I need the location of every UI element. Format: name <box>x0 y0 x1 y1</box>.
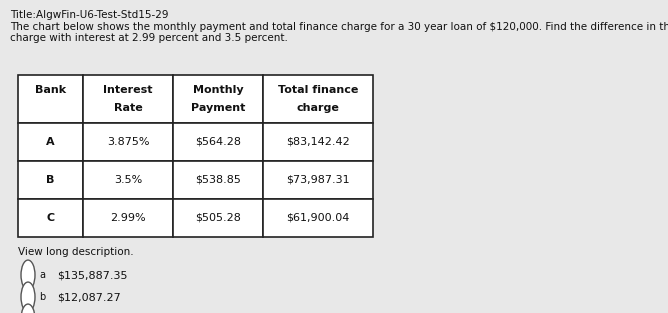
Bar <box>263 161 373 199</box>
Ellipse shape <box>21 304 35 313</box>
Text: B: B <box>46 175 55 185</box>
Text: Title:AlgwFin-U6-Test-Std15-29: Title:AlgwFin-U6-Test-Std15-29 <box>10 10 168 20</box>
Bar <box>263 123 373 161</box>
Bar <box>18 75 83 123</box>
Text: Interest: Interest <box>104 85 153 95</box>
Text: A: A <box>46 137 55 147</box>
Bar <box>173 75 263 123</box>
Text: The chart below shows the monthly payment and total finance charge for a 30 year: The chart below shows the monthly paymen… <box>10 22 668 32</box>
Text: charge: charge <box>297 103 339 113</box>
Text: 3.875%: 3.875% <box>107 137 149 147</box>
Bar <box>18 199 83 237</box>
Text: 3.5%: 3.5% <box>114 175 142 185</box>
Text: a: a <box>39 270 45 280</box>
Bar <box>83 199 173 237</box>
Text: 2.99%: 2.99% <box>110 213 146 223</box>
Text: $73,987.31: $73,987.31 <box>286 175 350 185</box>
Bar <box>83 123 173 161</box>
Bar <box>263 199 373 237</box>
Text: $538.85: $538.85 <box>195 175 241 185</box>
Text: Bank: Bank <box>35 85 66 95</box>
Text: Payment: Payment <box>191 103 245 113</box>
Text: Monthly: Monthly <box>192 85 243 95</box>
Bar <box>173 199 263 237</box>
Text: $83,142.42: $83,142.42 <box>286 137 350 147</box>
Text: View long description.: View long description. <box>18 247 134 257</box>
Text: $61,900.04: $61,900.04 <box>287 213 349 223</box>
Bar <box>173 161 263 199</box>
Text: Rate: Rate <box>114 103 142 113</box>
Text: $505.28: $505.28 <box>195 213 241 223</box>
Bar <box>173 123 263 161</box>
Text: Total finance: Total finance <box>278 85 358 95</box>
Ellipse shape <box>21 282 35 312</box>
Text: $12,087.27: $12,087.27 <box>57 292 121 302</box>
Bar <box>18 123 83 161</box>
Bar <box>83 161 173 199</box>
Text: $135,887.35: $135,887.35 <box>57 270 128 280</box>
Text: C: C <box>47 213 55 223</box>
Bar <box>263 75 373 123</box>
Text: charge with interest at 2.99 percent and 3.5 percent.: charge with interest at 2.99 percent and… <box>10 33 288 43</box>
Bar <box>83 75 173 123</box>
Text: b: b <box>39 292 45 302</box>
Bar <box>18 161 83 199</box>
Ellipse shape <box>21 260 35 290</box>
Text: $564.28: $564.28 <box>195 137 241 147</box>
